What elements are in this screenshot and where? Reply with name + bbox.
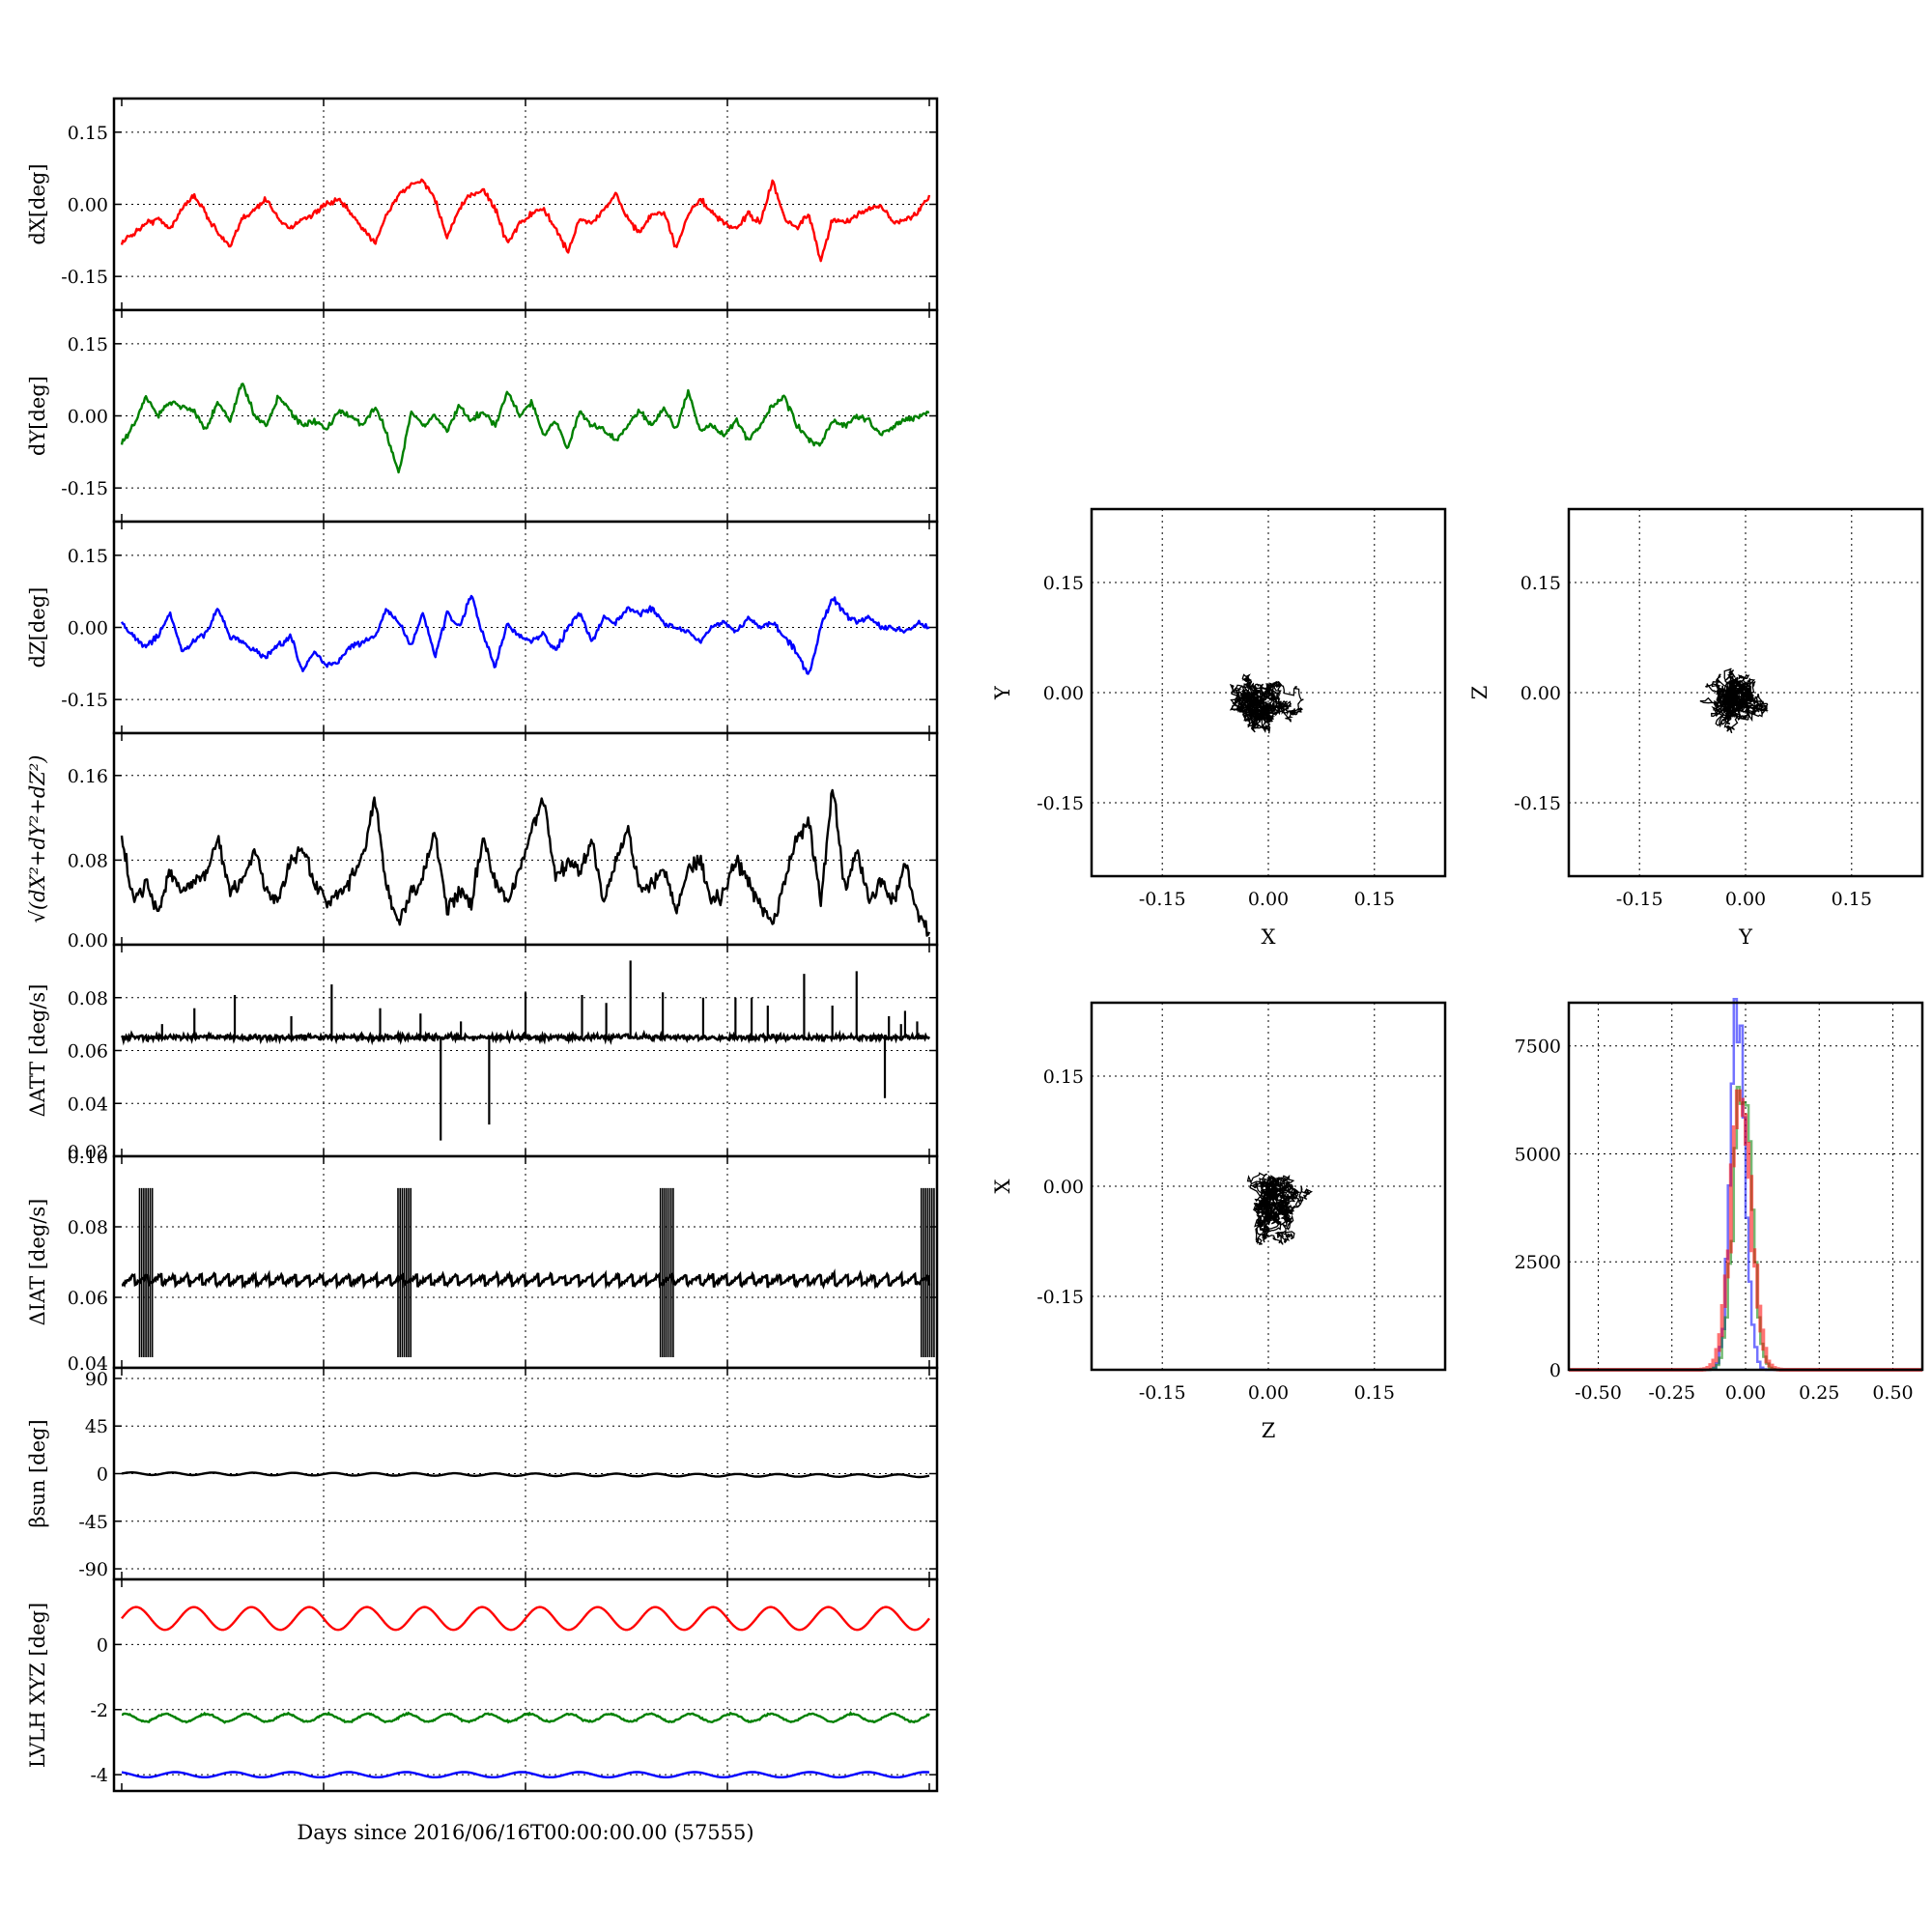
beta-ytick-label: -45 [78, 1512, 108, 1533]
scatter-xy-xtick-label: -0.15 [1139, 889, 1186, 910]
scatter-xy-xlabel: X [1262, 925, 1276, 949]
lvlh-series-line [121, 1771, 930, 1779]
lvlh-ytick-label: 0 [97, 1634, 108, 1656]
lvlh-ylabel: LVLH XYZ [deg] [26, 1603, 49, 1768]
beta-ytick-label: 0 [97, 1464, 108, 1486]
dR-ylabel: √(dX²+dY²+dZ²) [26, 755, 49, 923]
dY-ylabel: dY[deg] [26, 376, 49, 456]
dIAT-ytick-label: 0.06 [68, 1288, 108, 1309]
scatter-zx-points [1246, 1172, 1314, 1245]
dZ-series-line [120, 594, 930, 675]
lvlh-ytick-label: -2 [90, 1700, 108, 1721]
scatter-yz-xlabel: Y [1738, 925, 1753, 949]
hist-ytick-label: 0 [1549, 1360, 1561, 1381]
scatter-xy-ytick-label: -0.15 [1037, 793, 1084, 814]
dIAT-ytick-label: 0.08 [68, 1217, 108, 1238]
scatter-zx-xtick-label: -0.15 [1139, 1382, 1186, 1404]
scatter-zx-xtick-label: 0.15 [1354, 1382, 1395, 1404]
scatter-zx-xtick-label: 0.00 [1248, 1382, 1289, 1404]
beta-ytick-label: 90 [85, 1369, 108, 1390]
scatter-yz-xtick-label: 0.00 [1725, 889, 1766, 910]
dX-ytick-label: 0.00 [68, 195, 108, 216]
dX-ytick-label: 0.15 [68, 123, 108, 144]
dIAT-series-line [121, 1268, 931, 1291]
dZ-ylabel: dZ[deg] [26, 587, 49, 668]
dR-ytick-label: 0.00 [68, 930, 108, 952]
scatter-zx-ytick-label: 0.15 [1043, 1066, 1084, 1088]
dATT-ylabel: ΔATT [deg/s] [26, 984, 49, 1118]
hist-ytick-label: 7500 [1515, 1037, 1561, 1058]
scatter-yz-xtick-label: 0.15 [1832, 889, 1872, 910]
hist-xtick-label: -0.50 [1575, 1382, 1622, 1404]
scatter-yz-ytick-label: -0.15 [1514, 793, 1561, 814]
scatter-xy-xtick-label: 0.15 [1354, 889, 1395, 910]
dATT-ytick-label: 0.08 [68, 988, 108, 1009]
dY-ytick-label: -0.15 [61, 478, 108, 499]
hist-ytick-label: 2500 [1515, 1252, 1561, 1273]
scatter-xy-ytick-label: 0.15 [1043, 573, 1084, 594]
dX-ylabel: dX[deg] [26, 163, 49, 244]
beta-ylabel-text: βsun [deg] [26, 1419, 49, 1527]
scatter-zx-ytick-label: -0.15 [1037, 1287, 1084, 1308]
dATT-ytick-label: 0.04 [68, 1094, 108, 1115]
dZ-ytick-label: 0.00 [68, 618, 108, 639]
hist-frame [1567, 1001, 1924, 1372]
scatter-yz-ytick-label: 0.00 [1520, 683, 1561, 704]
dZ-ytick-label: 0.15 [68, 546, 108, 567]
scatter-yz-ytick-label: 0.15 [1520, 573, 1561, 594]
beta-ytick-label: -90 [78, 1559, 108, 1580]
dY-series-line [120, 383, 930, 474]
x-axis-label: Days since 2016/06/16T00:00:00.00 (57555… [297, 1821, 753, 1844]
scatter-xy-xtick-label: 0.00 [1248, 889, 1289, 910]
lvlh-series-line [122, 1711, 930, 1724]
scatter-xy-ylabel: Y [991, 685, 1014, 700]
dR-series-line [120, 788, 931, 937]
scatter-yz-xtick-label: -0.15 [1616, 889, 1663, 910]
beta-series-line [121, 1470, 930, 1479]
dR-ytick-label: 0.16 [68, 766, 108, 787]
dIAT-ytick-label: 0.04 [68, 1353, 108, 1375]
lvlh-series-line [121, 1605, 930, 1632]
dIAT-ylabel: ΔIAT [deg/s] [26, 1199, 49, 1326]
dZ-ytick-label: -0.15 [61, 690, 108, 711]
dX-ytick-label: -0.15 [61, 267, 108, 288]
dY-ytick-label: 0.15 [68, 334, 108, 355]
dR-ytick-label: 0.08 [68, 850, 108, 871]
dATT-ytick-label: 0.02 [68, 1142, 108, 1163]
scatter-xy-points [1229, 673, 1304, 734]
scatter-yz-frame [1567, 507, 1924, 878]
lvlh-frame [112, 1577, 939, 1793]
hist-xtick-label: -0.25 [1648, 1382, 1695, 1404]
hist-xtick-label: 0.00 [1725, 1382, 1766, 1404]
scatter-zx-frame [1090, 1001, 1447, 1372]
dR-ylabel-text: √(dX²+dY²+dZ²) [26, 755, 49, 923]
dIAT-ytick-label: 0.10 [68, 1147, 108, 1168]
scatter-yz-points [1699, 668, 1769, 734]
hist-ytick-label: 5000 [1515, 1144, 1561, 1165]
hist-xtick-label: 0.50 [1872, 1382, 1913, 1404]
lvlh-ytick-label: -4 [90, 1765, 108, 1786]
dATT-ytick-label: 0.06 [68, 1041, 108, 1063]
scatter-yz-ylabel: Z [1468, 686, 1492, 700]
hist-xtick-label: 0.25 [1799, 1382, 1839, 1404]
scatter-xy-ytick-label: 0.00 [1043, 683, 1084, 704]
scatter-xy-frame [1090, 507, 1447, 878]
beta-ylabel: βsun [deg] [26, 1419, 49, 1527]
scatter-zx-ytick-label: 0.00 [1043, 1177, 1084, 1198]
hist-series [1569, 997, 1922, 1372]
beta-ytick-label: 45 [85, 1416, 108, 1437]
scatter-zx-xlabel: Z [1262, 1419, 1276, 1442]
dX-series-line [120, 178, 931, 263]
dY-ytick-label: 0.00 [68, 407, 108, 428]
scatter-zx-ylabel: X [991, 1179, 1014, 1193]
